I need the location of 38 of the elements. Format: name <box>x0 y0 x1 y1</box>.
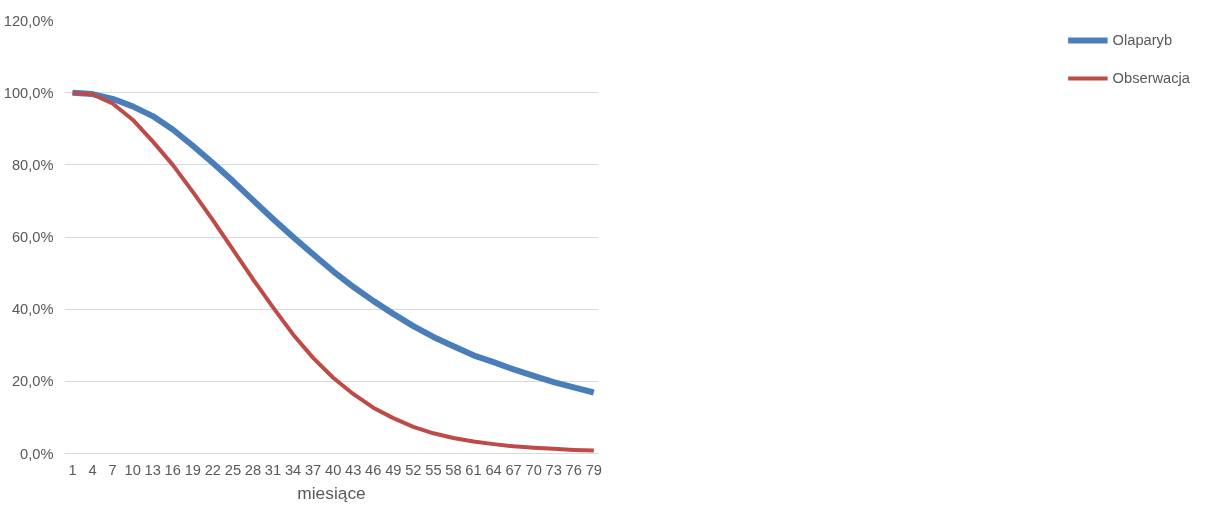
x-tick-label: 10 <box>124 461 141 478</box>
x-tick-label: 19 <box>184 461 201 478</box>
x-axis-title: miesiące <box>297 482 366 503</box>
x-tick-label: 25 <box>224 461 242 478</box>
x-tick-label: 28 <box>244 461 262 478</box>
x-tick-label: 61 <box>465 461 482 478</box>
x-tick-label: 76 <box>565 461 582 478</box>
y-tick-label: 60,0% <box>11 229 54 245</box>
x-tick-label: 7 <box>108 461 117 478</box>
x-tick-label: 55 <box>425 461 442 478</box>
x-tick-label: 73 <box>545 461 562 478</box>
y-tick-label: 20,0% <box>11 373 54 390</box>
y-tick-label: 80,0% <box>11 156 54 173</box>
x-tick-label: 58 <box>445 461 462 478</box>
x-tick-label: 22 <box>204 461 222 478</box>
legend-label: Olaparyb <box>1112 32 1173 48</box>
x-tick-label: 52 <box>405 461 422 478</box>
x-tick-label: 37 <box>304 461 322 478</box>
x-tick-label: 79 <box>585 461 602 478</box>
x-tick-label: 31 <box>264 461 282 478</box>
legend-label: Obserwacja <box>1112 70 1190 86</box>
x-tick-label: 13 <box>144 461 161 478</box>
x-tick-label: 34 <box>284 461 302 478</box>
line-series <box>70 90 596 453</box>
x-tick-label: 1 <box>68 461 77 478</box>
y-tick-label: 0,0% <box>20 445 54 462</box>
x-tick-label: 4 <box>88 461 97 478</box>
x-tick-label: 64 <box>485 461 502 478</box>
y-tick-label: 100,0% <box>3 84 54 101</box>
x-tick-label: 49 <box>385 461 402 478</box>
y-tick-label: 40,0% <box>11 301 54 318</box>
x-tick-label: 46 <box>365 461 382 478</box>
y-tick-label: 120,0% <box>3 12 54 29</box>
x-tick-label: 70 <box>525 461 542 478</box>
x-tick-label: 40 <box>325 461 342 478</box>
x-tick-label: 16 <box>164 461 181 478</box>
x-tick-label: 67 <box>505 461 522 478</box>
x-tick-label: 43 <box>345 461 362 478</box>
